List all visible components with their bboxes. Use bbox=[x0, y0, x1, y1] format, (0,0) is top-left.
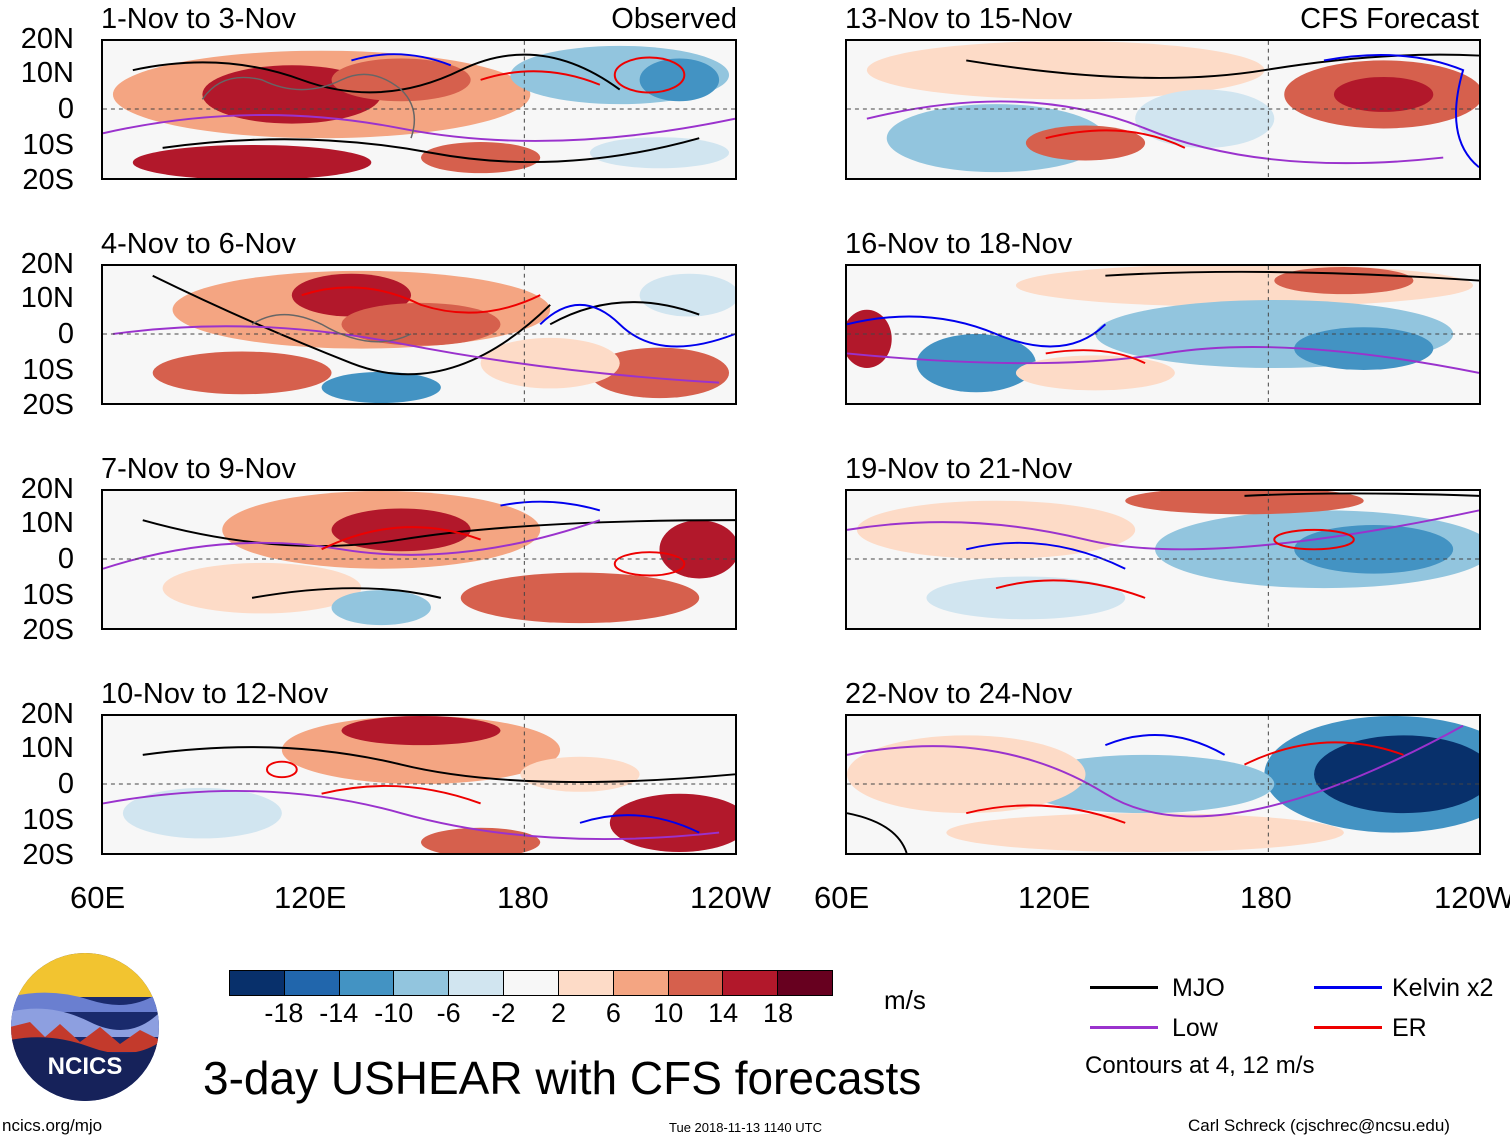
legend-kelvin-label: Kelvin x2 bbox=[1392, 974, 1494, 1002]
logo-text: NCICS bbox=[48, 1053, 123, 1080]
lat-label: 20N bbox=[20, 23, 74, 55]
colorbar-tick-label: -2 bbox=[491, 998, 516, 1028]
shear-map bbox=[847, 41, 1479, 178]
shear-map bbox=[103, 266, 735, 403]
colorbar-swatch bbox=[284, 971, 340, 995]
map-panel-3 bbox=[101, 489, 737, 630]
lat-label: 20S bbox=[22, 389, 74, 421]
lat-label: 10N bbox=[20, 57, 74, 89]
panel-title-5: 13-Nov to 15-Nov bbox=[845, 3, 1073, 35]
lat-label: 10N bbox=[20, 732, 74, 764]
lat-label: 0 bbox=[57, 93, 74, 125]
figure-title: 3-day USHEAR with CFS forecasts bbox=[203, 1052, 922, 1104]
colorbar-swatch bbox=[230, 971, 285, 995]
map-panel-7 bbox=[845, 489, 1481, 630]
map-panel-4 bbox=[101, 714, 737, 855]
legend-kelvin-line bbox=[1314, 986, 1382, 989]
colorbar-swatch bbox=[449, 971, 505, 995]
panel-title-2: 4-Nov to 6-Nov bbox=[101, 228, 297, 260]
footer-timestamp: Tue 2018-11-13 1140 UTC bbox=[669, 1120, 822, 1135]
colorbar bbox=[229, 970, 833, 996]
colorbar-swatch bbox=[613, 971, 669, 995]
lat-label: 10S bbox=[22, 804, 74, 836]
legend-er-label: ER bbox=[1392, 1014, 1427, 1042]
panel-title-1: 1-Nov to 3-Nov bbox=[101, 3, 297, 35]
colorbar-swatch bbox=[778, 971, 832, 995]
lon-label: 60E bbox=[70, 880, 126, 915]
forecast-label: CFS Forecast bbox=[1300, 3, 1479, 35]
panel-title-6: 16-Nov to 18-Nov bbox=[845, 228, 1073, 260]
colorbar-tick-label: -18 bbox=[264, 998, 304, 1028]
lat-label: 10N bbox=[20, 282, 74, 314]
lon-label: 120W bbox=[1434, 880, 1510, 915]
map-panel-8 bbox=[845, 714, 1481, 855]
shear-map bbox=[847, 491, 1479, 628]
colorbar-tick-label: 6 bbox=[605, 998, 621, 1028]
lon-label: 180 bbox=[1240, 880, 1292, 915]
map-panel-2 bbox=[101, 264, 737, 405]
colorbar-tick-label: 18 bbox=[763, 998, 794, 1028]
lat-label: 0 bbox=[57, 543, 74, 575]
map-panel-5 bbox=[845, 39, 1481, 180]
colorbar-tick-label: 10 bbox=[653, 998, 684, 1028]
shear-map bbox=[103, 491, 735, 628]
lat-label: 10S bbox=[22, 354, 74, 386]
colorbar-swatch bbox=[394, 971, 450, 995]
colorbar-tick-label: -6 bbox=[436, 998, 461, 1028]
lat-label: 0 bbox=[57, 318, 74, 350]
legend-er-line bbox=[1314, 1026, 1382, 1029]
colorbar-tick-label: 14 bbox=[708, 998, 739, 1028]
colorbar-swatch bbox=[558, 971, 614, 995]
lat-label: 20N bbox=[20, 698, 74, 730]
lon-label: 60E bbox=[814, 880, 870, 915]
panel-title-3: 7-Nov to 9-Nov bbox=[101, 453, 297, 485]
colorbar-tick-label: -10 bbox=[374, 998, 414, 1028]
legend-mjo-line bbox=[1090, 986, 1158, 989]
legend-low-line bbox=[1090, 1026, 1158, 1029]
lat-label: 20S bbox=[22, 164, 74, 196]
legend-mjo-label: MJO bbox=[1172, 974, 1225, 1002]
legend-note: Contours at 4, 12 m/s bbox=[1085, 1052, 1315, 1079]
footer-author: Carl Schreck (cjschrec@ncsu.edu) bbox=[1188, 1116, 1450, 1135]
lon-label: 120W bbox=[690, 880, 771, 915]
lon-label: 120E bbox=[1018, 880, 1091, 915]
lat-label: 20N bbox=[20, 248, 74, 280]
colorbar-tick-label: -14 bbox=[319, 998, 359, 1028]
shear-map bbox=[847, 266, 1479, 403]
lat-label: 20S bbox=[22, 839, 74, 871]
lon-label: 180 bbox=[497, 880, 549, 915]
shear-map bbox=[847, 716, 1479, 853]
shear-map bbox=[103, 41, 735, 178]
colorbar-swatch bbox=[668, 971, 724, 995]
lat-label: 10S bbox=[22, 579, 74, 611]
panel-title-8: 22-Nov to 24-Nov bbox=[845, 678, 1073, 710]
lat-label: 10N bbox=[20, 507, 74, 539]
colorbar-tick-label: 2 bbox=[550, 998, 566, 1028]
lat-label: 0 bbox=[57, 768, 74, 800]
observed-label: Observed bbox=[611, 3, 737, 35]
panel-title-7: 19-Nov to 21-Nov bbox=[845, 453, 1073, 485]
colorbar-unit: m/s bbox=[884, 985, 926, 1015]
panel-title-4: 10-Nov to 12-Nov bbox=[101, 678, 329, 710]
footer-site: ncics.org/mjo bbox=[2, 1116, 103, 1135]
map-panel-1 bbox=[101, 39, 737, 180]
legend-low-label: Low bbox=[1172, 1014, 1218, 1042]
lon-label: 120E bbox=[274, 880, 347, 915]
map-panel-6 bbox=[845, 264, 1481, 405]
colorbar-swatch bbox=[723, 971, 779, 995]
colorbar-swatch bbox=[339, 971, 395, 995]
ncics-logo: NCICS bbox=[10, 952, 160, 1102]
lat-label: 10S bbox=[22, 129, 74, 161]
colorbar-swatch bbox=[504, 971, 559, 995]
lat-label: 20S bbox=[22, 614, 74, 646]
lat-label: 20N bbox=[20, 473, 74, 505]
shear-map bbox=[103, 716, 735, 853]
